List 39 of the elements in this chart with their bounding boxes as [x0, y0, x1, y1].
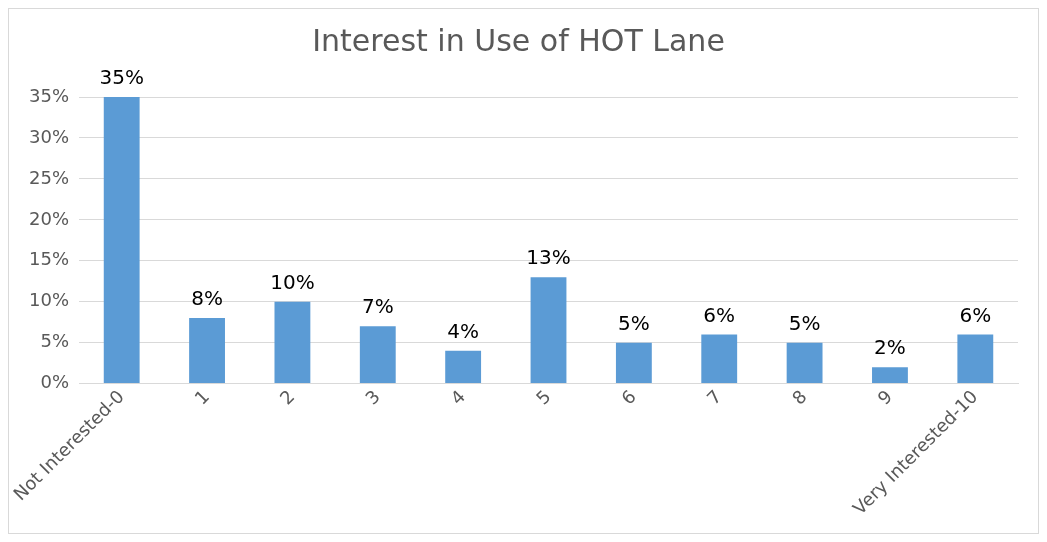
data-label: 13%: [526, 245, 571, 270]
bar: [359, 326, 396, 384]
x-tick-label: 2: [275, 385, 299, 409]
x-tick-label: 7: [702, 385, 726, 409]
y-tick-label: 20%: [28, 207, 70, 229]
bar: [957, 334, 994, 384]
data-label: 2%: [874, 335, 906, 360]
x-tick-label: 1: [190, 385, 214, 409]
x-tick-label: 8: [787, 385, 811, 409]
y-tick-label: 10%: [28, 289, 70, 311]
bar: [615, 342, 652, 384]
data-label: 6%: [959, 302, 992, 327]
y-tick-label: 25%: [28, 166, 70, 188]
data-label: 7%: [361, 294, 394, 319]
data-label: 8%: [191, 286, 223, 311]
x-tick-label: 4: [446, 385, 470, 409]
bar: [103, 97, 140, 384]
data-label: 35%: [99, 65, 144, 90]
x-tick-label: 5: [531, 385, 555, 409]
data-label: 5%: [618, 310, 650, 335]
data-label: 10%: [270, 269, 315, 294]
bar: [786, 342, 823, 384]
y-tick-label: 30%: [28, 125, 70, 147]
x-tick-label: 6: [617, 385, 640, 409]
bar: [445, 350, 482, 384]
data-label: 6%: [703, 302, 736, 327]
bar: [189, 318, 225, 384]
bar: [274, 301, 311, 384]
y-tick-label: 15%: [28, 248, 70, 270]
x-tick-label: 3: [360, 385, 384, 409]
y-tick-label: 0%: [40, 371, 70, 393]
data-label: 5%: [788, 310, 821, 335]
bar: [530, 277, 567, 384]
y-tick-label: 5%: [40, 330, 70, 352]
data-label: 4%: [447, 319, 480, 344]
bar: [872, 367, 908, 384]
chart-title: Interest in Use of HOT Lane: [312, 22, 725, 58]
bar: [701, 334, 738, 384]
y-tick-label: 35%: [28, 84, 70, 106]
